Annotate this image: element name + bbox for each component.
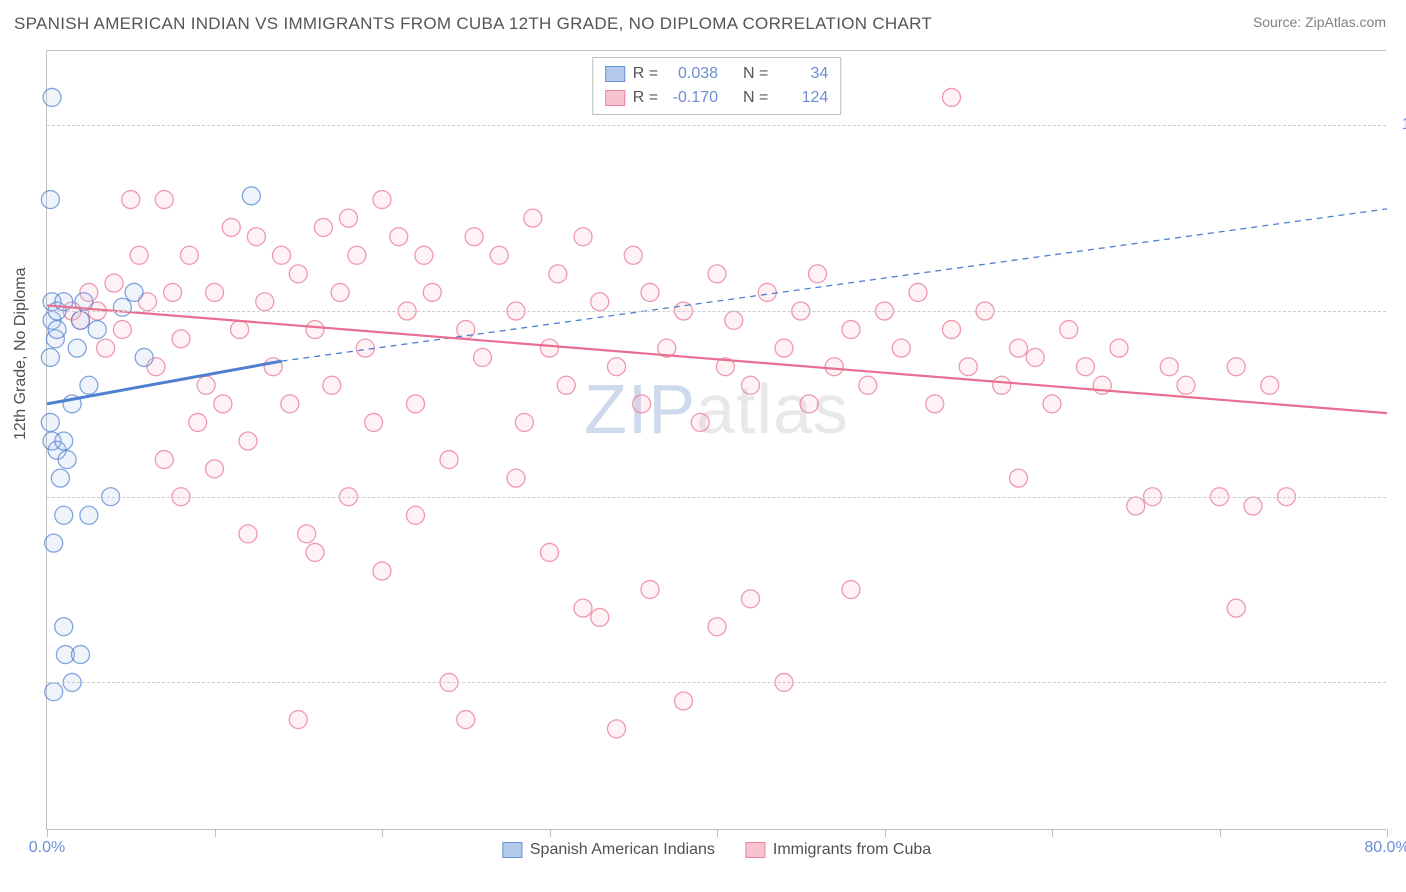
legend-swatch-series1 (605, 66, 625, 82)
legend-swatch-series2 (605, 90, 625, 106)
y-tick-label: 90.0% (1396, 302, 1406, 320)
source-label: Source: ZipAtlas.com (1253, 14, 1386, 30)
x-tick-label: 0.0% (29, 839, 65, 857)
legend-swatch-bottom-2 (745, 842, 765, 858)
x-tick-label: 80.0% (1364, 839, 1406, 857)
y-tick-label: 70.0% (1396, 673, 1406, 691)
chart-title: SPANISH AMERICAN INDIAN VS IMMIGRANTS FR… (14, 14, 932, 34)
y-tick-label: 80.0% (1396, 488, 1406, 506)
scatter-svg (47, 51, 1386, 829)
y-tick-label: 100.0% (1396, 116, 1406, 134)
legend-swatch-bottom-1 (502, 842, 522, 858)
legend-series: Spanish American Indians Immigrants from… (502, 841, 931, 859)
chart-plot-area: ZIPatlas R = 0.038 N = 34 R = -0.170 N =… (46, 50, 1386, 830)
legend-label-2: Immigrants from Cuba (773, 841, 931, 858)
legend-correlation: R = 0.038 N = 34 R = -0.170 N = 124 (592, 57, 842, 115)
legend-label-1: Spanish American Indians (530, 841, 715, 858)
y-axis-label: 12th Grade, No Diploma (12, 267, 30, 440)
